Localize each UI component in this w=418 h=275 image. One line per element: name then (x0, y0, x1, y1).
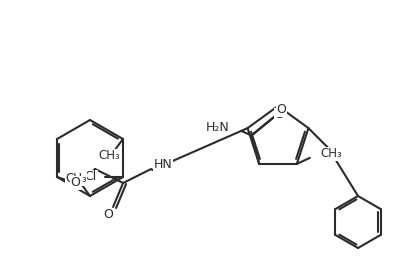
Text: CH₃: CH₃ (321, 147, 343, 160)
Text: H₂N: H₂N (205, 121, 229, 134)
Text: CH₃: CH₃ (65, 172, 87, 186)
Text: O: O (276, 103, 286, 116)
Text: O: O (70, 177, 80, 189)
Text: S: S (275, 109, 283, 122)
Text: HN: HN (154, 158, 173, 170)
Text: CH₃: CH₃ (98, 150, 120, 163)
Text: O: O (103, 208, 113, 221)
Text: Cl: Cl (85, 170, 97, 183)
